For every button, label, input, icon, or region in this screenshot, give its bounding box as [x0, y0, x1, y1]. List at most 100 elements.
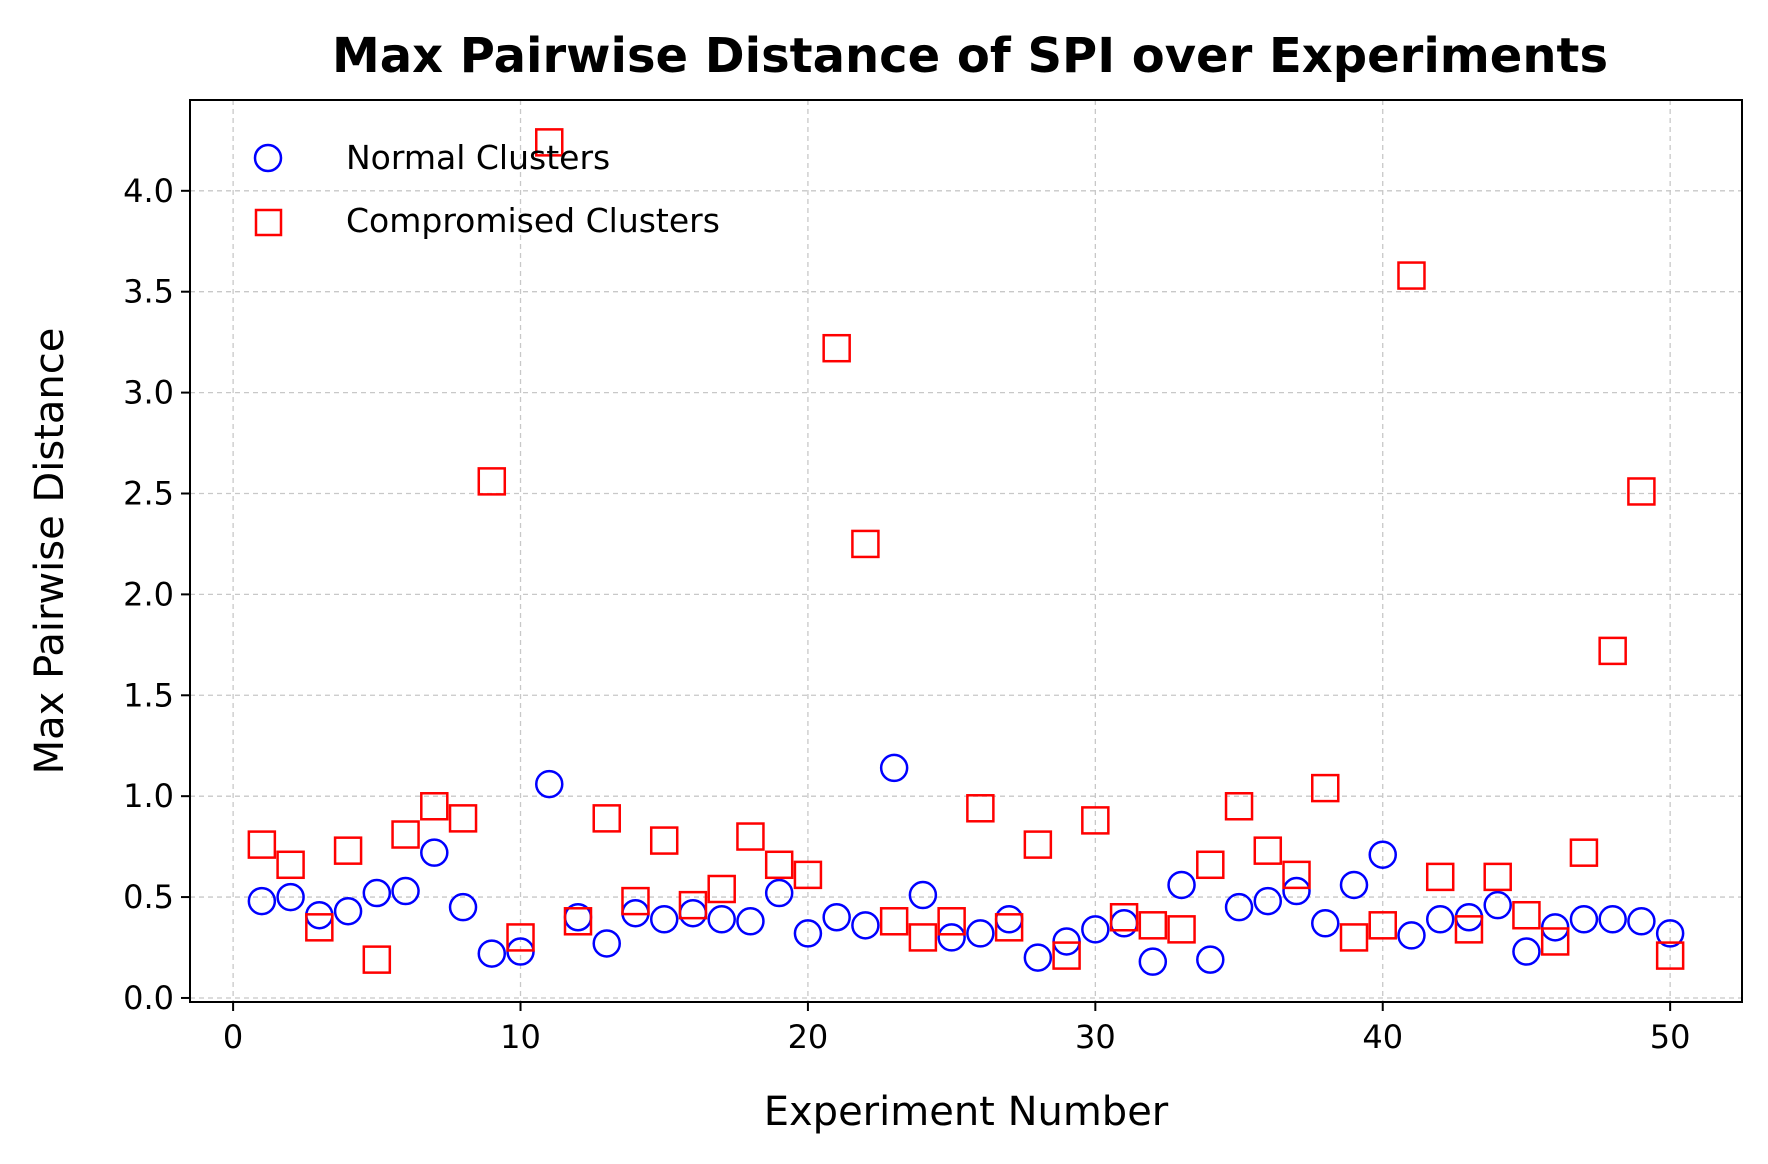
- compromised-cluster-point: [535, 128, 564, 157]
- compromised-cluster-point: [793, 860, 823, 890]
- normal-cluster-point: [707, 905, 736, 934]
- normal-cluster-point: [592, 929, 621, 958]
- compromised-cluster-point: [305, 913, 334, 942]
- x-tick-label: 20: [788, 1018, 829, 1056]
- compromised-cluster-point: [1540, 927, 1570, 956]
- y-tick-label: 1.5: [123, 676, 174, 714]
- axis-ticks: 0 10 20 30 40 50 0.0 0.5 1.0 1.5 2.0 2.5 3.0 3.5 4.0: [123, 172, 1690, 1056]
- compromised-cluster-point: [247, 830, 277, 859]
- compromised-cluster-point: [506, 923, 535, 952]
- normal-cluster-point: [1512, 937, 1541, 966]
- compromised-cluster-point: [1598, 636, 1627, 666]
- compromised-cluster-point: [563, 907, 593, 936]
- compromised-cluster-point: [477, 467, 507, 496]
- y-tick-label: 2.5: [123, 474, 174, 512]
- legend: Normal Clusters Compromised Clusters: [253, 138, 720, 240]
- normal-cluster-point: [1138, 947, 1168, 976]
- normal-cluster-point: [1483, 890, 1512, 920]
- compromised-cluster-point: [678, 890, 708, 920]
- compromised-cluster-point: [1655, 941, 1685, 970]
- normal-cluster-point: [1397, 921, 1426, 950]
- compromised-cluster-point: [966, 794, 995, 823]
- compromised-cluster-point: [1081, 806, 1110, 835]
- normal-cluster-point: [764, 878, 794, 908]
- compromised-cluster-point: [879, 907, 909, 936]
- compromised-cluster-point: [1512, 900, 1541, 930]
- compromised-cluster-point: [1023, 830, 1053, 859]
- normal-cluster-point: [678, 898, 708, 928]
- normal-cluster-point: [362, 878, 392, 908]
- normal-cluster-point: [247, 886, 277, 916]
- y-tick-label: 3.0: [123, 374, 174, 412]
- x-tick-label: 10: [500, 1018, 541, 1056]
- compromised-cluster-point: [1425, 862, 1455, 892]
- compromised-cluster-point: [1224, 792, 1254, 821]
- compromised-cluster-point: [448, 804, 478, 833]
- x-tick-label: 30: [1075, 1018, 1116, 1056]
- normal-cluster-point: [966, 919, 995, 948]
- normal-cluster-point: [1655, 919, 1685, 948]
- compromised-cluster-point: [736, 822, 765, 851]
- normal-cluster-point: [1196, 945, 1225, 974]
- normal-cluster-point: [1598, 905, 1627, 934]
- x-axis-label: Experiment Number: [764, 1089, 1169, 1135]
- normal-cluster-point: [1109, 909, 1139, 938]
- normal-cluster-point: [1339, 870, 1369, 900]
- normal-cluster-point: [1224, 892, 1254, 922]
- normal-cluster-point: [1311, 909, 1340, 938]
- normal-cluster-point: [1425, 905, 1455, 934]
- chart-title: Max Pairwise Distance of SPI over Experi…: [332, 28, 1608, 84]
- grid-lines: [190, 100, 1742, 1002]
- compromised-cluster-point: [1052, 941, 1081, 970]
- y-tick-label: 4.0: [123, 172, 174, 210]
- legend-marker-normal: [253, 143, 283, 173]
- compromised-cluster-point: [1627, 477, 1656, 506]
- compromised-cluster-point: [1368, 911, 1397, 940]
- normal-cluster-point: [1081, 915, 1110, 944]
- compromised-cluster-point: [1454, 915, 1484, 944]
- compromised-cluster-point: [994, 913, 1024, 942]
- compromised-cluster-point: [621, 886, 650, 916]
- normal-cluster-point: [908, 880, 938, 910]
- compromised-cluster-point: [276, 850, 305, 880]
- compromised-cluster-point: [1569, 838, 1599, 867]
- normal-cluster-point: [448, 892, 478, 922]
- normal-cluster-point: [1569, 905, 1599, 934]
- normal-cluster-point: [276, 882, 305, 912]
- compromised-cluster-point: [1397, 261, 1426, 290]
- y-tick-label: 3.5: [123, 273, 174, 311]
- normal-cluster-point: [420, 838, 449, 867]
- normal-cluster-point: [391, 876, 420, 906]
- legend-label-normal: Normal Clusters: [346, 138, 610, 177]
- compromised-cluster-point: [1311, 773, 1340, 803]
- normal-cluster-point: [1368, 840, 1397, 869]
- normal-cluster-point: [937, 923, 966, 952]
- compromised-cluster-point: [1282, 860, 1311, 890]
- legend-marker-compromised: [254, 208, 283, 237]
- compromised-cluster-point: [1339, 923, 1369, 952]
- compromised-cluster-point: [937, 907, 966, 936]
- normal-cluster-point: [1627, 907, 1656, 936]
- normal-cluster-point: [736, 907, 765, 936]
- plot-frame: [189, 99, 1743, 1003]
- y-tick-label: 0.5: [123, 878, 174, 916]
- compromised-cluster-point: [391, 820, 420, 849]
- compromised-cluster-point: [764, 850, 794, 880]
- normal-cluster-point: [1167, 870, 1196, 900]
- y-tick-label: 2.0: [123, 575, 174, 613]
- normal-cluster-point: [851, 911, 880, 940]
- y-tick-label: 0.0: [123, 979, 174, 1017]
- compromised-cluster-point: [649, 826, 679, 855]
- compromised-cluster-point: [1253, 836, 1283, 865]
- normal-cluster-point: [649, 905, 679, 934]
- compromised-cluster-point: [1483, 862, 1512, 892]
- normal-cluster-point: [879, 753, 909, 783]
- compromised-cluster-point: [707, 874, 736, 904]
- compromised-cluster-point: [1167, 915, 1196, 944]
- normal-cluster-point: [822, 902, 851, 932]
- compromised-cluster-point: [908, 923, 938, 952]
- y-axis-label: Max Pairwise Distance: [27, 328, 73, 775]
- normal-cluster-point: [793, 919, 823, 948]
- compromised-cluster-point: [420, 792, 449, 821]
- compromised-cluster-point: [362, 945, 392, 974]
